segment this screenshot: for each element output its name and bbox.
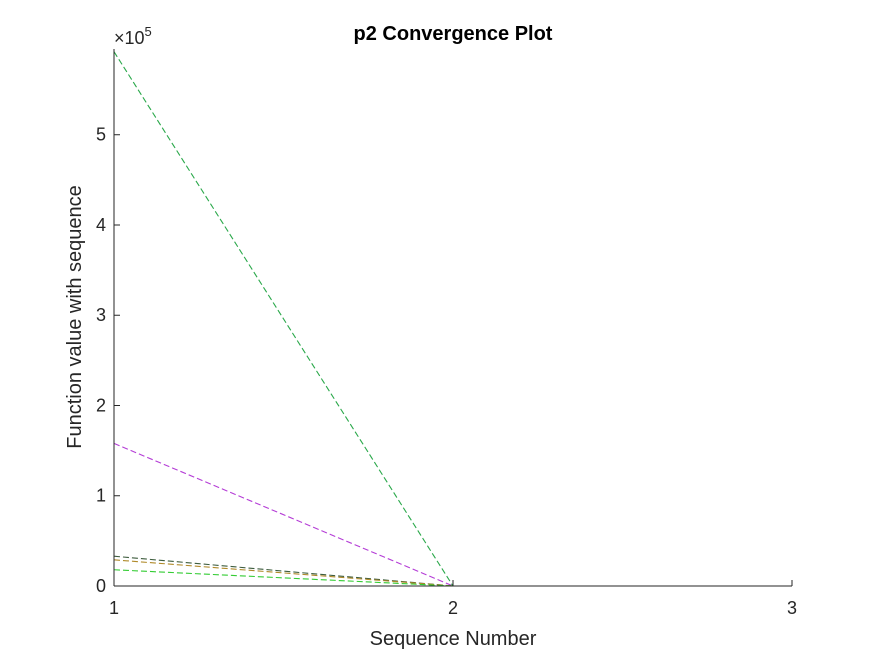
y-tick-label: 2 (96, 395, 106, 415)
y-ticks: 0 1 2 3 4 5 (96, 125, 120, 596)
y-exponent-label: ×105 (114, 24, 152, 48)
x-tick-label: 3 (787, 598, 797, 618)
y-exponent-power: 5 (145, 24, 152, 39)
y-tick-label: 3 (96, 305, 106, 325)
x-ticks: 1 2 3 (109, 580, 797, 618)
y-tick-label: 5 (96, 125, 106, 145)
chart-title: p2 Convergence Plot (354, 23, 553, 45)
y-exponent-base: ×10 (114, 28, 145, 48)
x-tick-label: 2 (448, 598, 458, 618)
series-line-2 (113, 442, 454, 587)
series-line-5 (113, 569, 454, 587)
series-line-1 (113, 51, 454, 587)
x-axis-label: Sequence Number (370, 628, 537, 650)
x-tick-label: 1 (109, 598, 119, 618)
series-line-4 (113, 559, 454, 587)
y-tick-label: 0 (96, 576, 106, 596)
series-line-3 (113, 555, 454, 587)
y-axis-label: Function value with sequence (64, 185, 86, 449)
y-tick-label: 1 (96, 486, 106, 506)
y-tick-label: 4 (96, 215, 106, 235)
series-layer (113, 51, 454, 587)
